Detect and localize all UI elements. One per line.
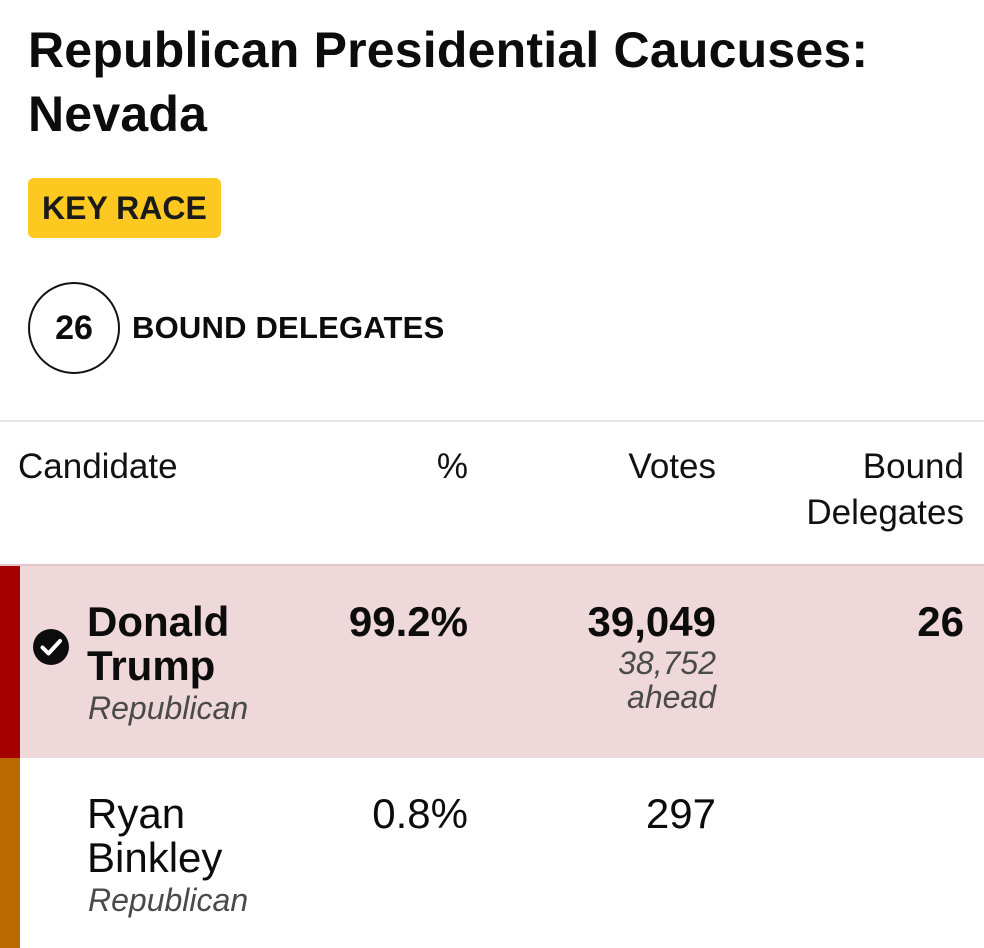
candidate-first-name: Donald [87, 598, 230, 645]
candidate-last-name: Binkley [87, 834, 223, 881]
candidate-percent: 99.2% [348, 598, 468, 645]
table-row: Donald Trump Republican 99.2% 39,049 38,… [0, 564, 984, 760]
vote-margin: 38,752 ahead [618, 646, 716, 714]
candidate-votes: 297 [645, 790, 716, 837]
candidate-name: Donald Trump [87, 600, 229, 688]
race-title: Republican Presidential Caucuses: Nevada [28, 22, 869, 142]
candidate-party: Republican [88, 690, 249, 726]
section-divider [0, 420, 984, 422]
party-color-bar [0, 758, 20, 948]
candidate-votes: 39,049 [587, 598, 716, 645]
candidate-percent: 0.8% [372, 790, 468, 837]
column-header-bound-delegates: Bound Delegates [806, 447, 964, 532]
vote-margin-label: ahead [627, 679, 716, 715]
column-header-percent: % [436, 447, 468, 486]
checkmark-circle-icon [33, 629, 69, 665]
key-race-badge: KEY RACE [28, 178, 221, 238]
party-color-bar [0, 566, 20, 760]
bound-delegates-summary: 26 BOUND DELEGATES [28, 280, 444, 376]
bound-delegates-label: BOUND DELEGATES [132, 310, 445, 345]
bound-delegates-count: 26 [28, 282, 120, 374]
candidate-first-name: Ryan [87, 790, 186, 837]
candidate-party: Republican [88, 882, 249, 918]
candidate-bound-delegates: 26 [917, 598, 964, 645]
column-header-candidate: Candidate [18, 447, 178, 486]
table-row: Ryan Binkley Republican 0.8% 297 [0, 758, 984, 948]
candidate-last-name: Trump [87, 642, 216, 689]
column-header-votes: Votes [628, 447, 716, 486]
vote-margin-number: 38,752 [618, 645, 716, 681]
candidate-name: Ryan Binkley [87, 792, 222, 880]
